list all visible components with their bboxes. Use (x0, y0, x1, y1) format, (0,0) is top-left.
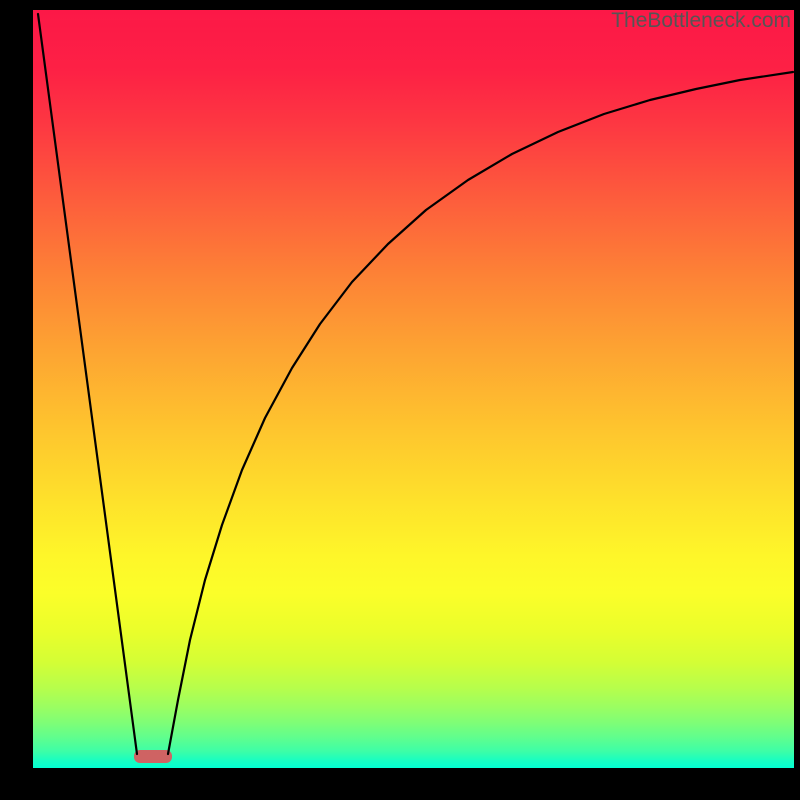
bottleneck-chart: TheBottleneck.com (0, 0, 800, 800)
plot-area (33, 10, 794, 768)
chart-container: TheBottleneck.com (0, 0, 800, 800)
watermark-text: TheBottleneck.com (611, 9, 791, 32)
optimum-marker (134, 750, 172, 763)
